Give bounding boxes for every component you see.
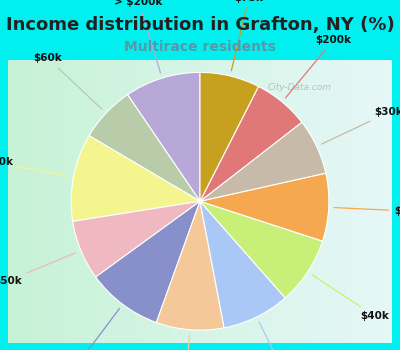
Text: $60k: $60k [34, 53, 102, 109]
Text: $20k: $20k [334, 206, 400, 216]
Text: Income distribution in Grafton, NY (%): Income distribution in Grafton, NY (%) [6, 16, 394, 34]
Wedge shape [73, 201, 200, 277]
Text: $75k: $75k [231, 0, 263, 71]
Text: $30k: $30k [322, 107, 400, 144]
Text: $10k: $10k [259, 322, 306, 350]
Wedge shape [128, 72, 200, 201]
Text: $125k: $125k [57, 309, 120, 350]
Wedge shape [200, 201, 322, 298]
Text: $50k: $50k [0, 253, 76, 286]
Text: $100k: $100k [0, 157, 68, 176]
Text: City-Data.com: City-Data.com [268, 83, 332, 92]
Wedge shape [200, 122, 326, 201]
Text: > $200k: > $200k [114, 0, 163, 73]
Wedge shape [200, 173, 329, 241]
Wedge shape [89, 94, 200, 201]
Text: $150k: $150k [166, 335, 202, 350]
Wedge shape [200, 72, 258, 201]
Text: $40k: $40k [312, 275, 389, 321]
Wedge shape [200, 86, 302, 201]
Wedge shape [71, 136, 200, 222]
Wedge shape [96, 201, 200, 322]
Text: $200k: $200k [286, 35, 351, 98]
Text: Multirace residents: Multirace residents [124, 40, 276, 54]
Wedge shape [156, 201, 224, 330]
Wedge shape [200, 201, 285, 328]
